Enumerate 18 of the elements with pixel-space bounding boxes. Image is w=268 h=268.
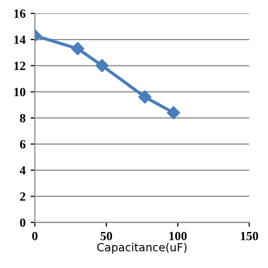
x-axis-title: Capacitance(uF)	[97, 242, 187, 254]
x-tick-label: 100	[169, 232, 187, 240]
y-tick-label: 8	[20, 114, 26, 122]
y-tick-label: 14	[14, 36, 26, 44]
y-tick-label: 6	[20, 140, 26, 149]
x-tick-label: 150	[240, 232, 258, 240]
y-tick-label: 10	[14, 88, 26, 96]
x-tick-label: 0	[32, 232, 38, 240]
x-tick-label: 50	[100, 232, 112, 240]
y-tick-label: 2	[20, 192, 26, 201]
y-tick-label: 4	[20, 166, 26, 175]
point	[166, 106, 180, 120]
y-tick-label: 16	[14, 9, 26, 18]
y-tick-label: 0	[20, 218, 26, 227]
y-tick-label: 12	[14, 62, 26, 70]
point	[95, 59, 109, 72]
point	[71, 42, 84, 56]
point	[138, 90, 152, 104]
